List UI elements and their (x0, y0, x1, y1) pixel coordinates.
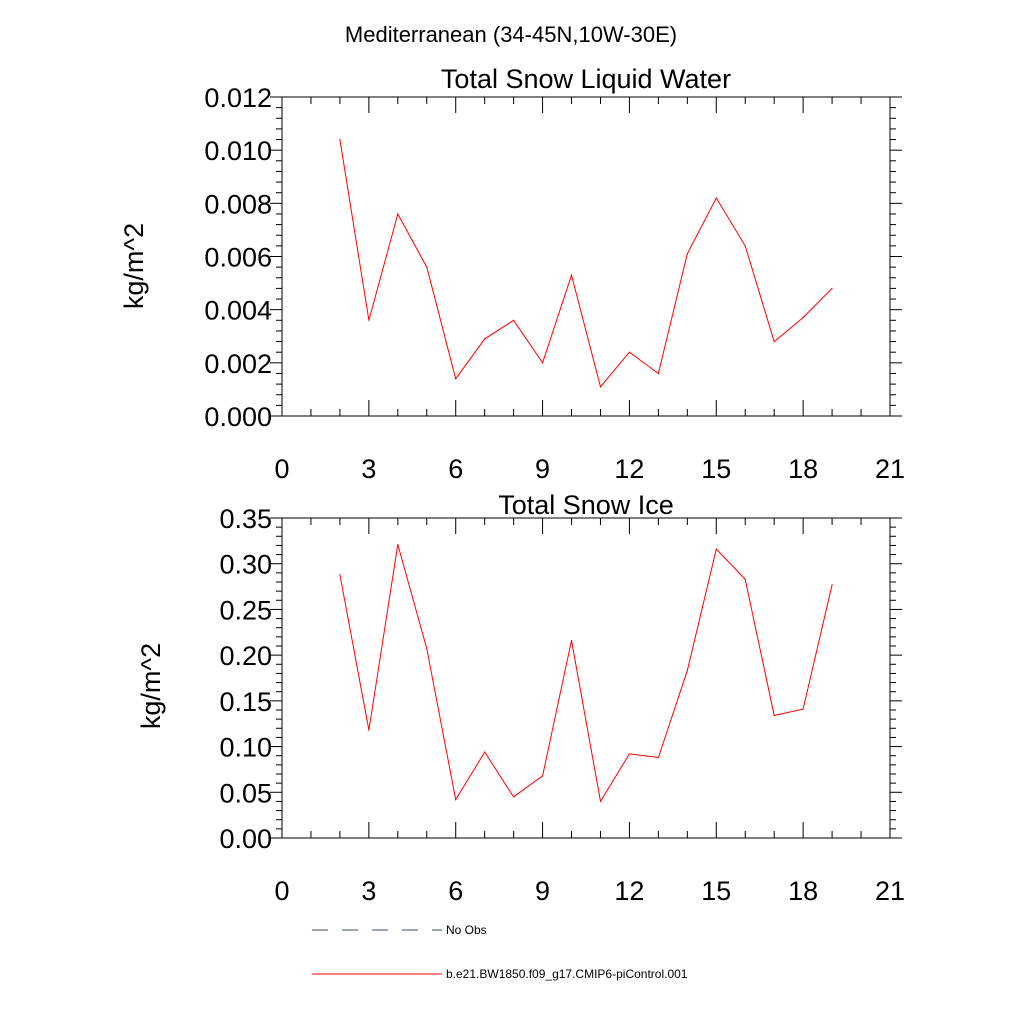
figure-title: Mediterranean (34-45N,10W-30E) (345, 22, 677, 47)
data-point (513, 319, 515, 321)
x-tick-label: 21 (875, 876, 905, 906)
data-point (541, 362, 544, 364)
chart-title: Total Snow Ice (498, 490, 674, 520)
data-point (368, 319, 370, 321)
data-point (628, 753, 631, 755)
data-point (455, 799, 457, 801)
y-tick-label: 0.00 (219, 824, 272, 854)
series-line-model (339, 544, 833, 803)
legend-label-model: b.e21.BW1850.f09_g17.CMIP6-piControl.001 (446, 967, 688, 981)
data-point (599, 800, 602, 803)
x-tick-label: 21 (875, 454, 905, 484)
data-point (541, 775, 544, 777)
data-point (455, 378, 457, 380)
data-point (513, 796, 515, 798)
x-tick-label: 3 (361, 454, 376, 484)
data-point (397, 213, 399, 215)
legend-label-no-obs: No Obs (446, 923, 487, 937)
data-point (773, 340, 775, 343)
x-tick-label: 9 (535, 876, 550, 906)
data-point (773, 714, 775, 717)
y-tick-label: 0.010 (204, 136, 272, 166)
y-tick-label: 0.35 (219, 504, 272, 534)
y-tick-label: 0.20 (219, 641, 272, 671)
chart-panel-snow-ice: Total Snow Ice kg/m^2 0 3 6 9 12 15 18 21 0.00 0.… (136, 490, 905, 906)
x-tick-label: 6 (448, 454, 463, 484)
series-line-model (339, 139, 833, 388)
data-point (339, 574, 341, 576)
x-tick-label: 15 (701, 454, 731, 484)
data-point (831, 287, 833, 289)
data-point (426, 266, 428, 268)
x-tick-label: 15 (701, 876, 731, 906)
y-axis-label: kg/m^2 (119, 223, 149, 309)
x-tick-label: 18 (788, 454, 818, 484)
y-tick-label: 0.012 (204, 83, 272, 113)
legend: No Obs b.e21.BW1850.f09_g17.CMIP6-piCont… (312, 923, 688, 981)
y-axis-label: kg/m^2 (136, 643, 166, 729)
data-point (484, 338, 486, 340)
data-point (426, 648, 428, 650)
data-point (831, 584, 833, 586)
data-point (368, 729, 370, 731)
data-point (802, 708, 804, 710)
x-tick-label: 3 (361, 876, 376, 906)
x-tick-label: 12 (614, 454, 644, 484)
y-tick-label: 0.000 (204, 402, 272, 432)
y-tick-label: 0.002 (204, 349, 272, 379)
x-tick-label: 9 (535, 454, 550, 484)
data-point (397, 543, 399, 546)
plot-frame (281, 517, 891, 839)
data-point (484, 751, 486, 753)
data-point (628, 351, 631, 353)
x-tick-label: 6 (448, 876, 463, 906)
x-tick-label: 0 (274, 454, 289, 484)
data-point (744, 245, 746, 247)
data-point (802, 317, 804, 319)
data-point (657, 372, 659, 375)
data-point (570, 639, 573, 642)
y-tick-label: 0.10 (219, 733, 272, 763)
chart-panel-snow-liquid-water: Total Snow Liquid Water kg/m^2 0 3 6 9 12 15 1… (119, 64, 905, 484)
data-point (744, 578, 746, 580)
x-tick-label: 0 (274, 876, 289, 906)
data-point (686, 670, 688, 672)
y-tick-label: 0.15 (219, 687, 272, 717)
x-tick-label: 12 (614, 876, 644, 906)
y-tick-label: 0.008 (204, 189, 272, 219)
y-tick-label: 0.004 (204, 296, 272, 326)
data-point (599, 386, 602, 388)
data-point (715, 548, 717, 550)
data-point (715, 197, 717, 199)
data-point (570, 274, 573, 276)
data-point (657, 756, 659, 759)
data-point (339, 138, 341, 141)
y-tick-label: 0.006 (204, 243, 272, 273)
y-tick-label: 0.05 (219, 778, 272, 808)
y-tick-label: 0.25 (219, 595, 272, 625)
y-tick-label: 0.30 (219, 550, 272, 580)
plot-frame (281, 96, 891, 417)
chart-title: Total Snow Liquid Water (441, 64, 731, 94)
x-tick-label: 18 (788, 876, 818, 906)
data-point (686, 253, 688, 255)
